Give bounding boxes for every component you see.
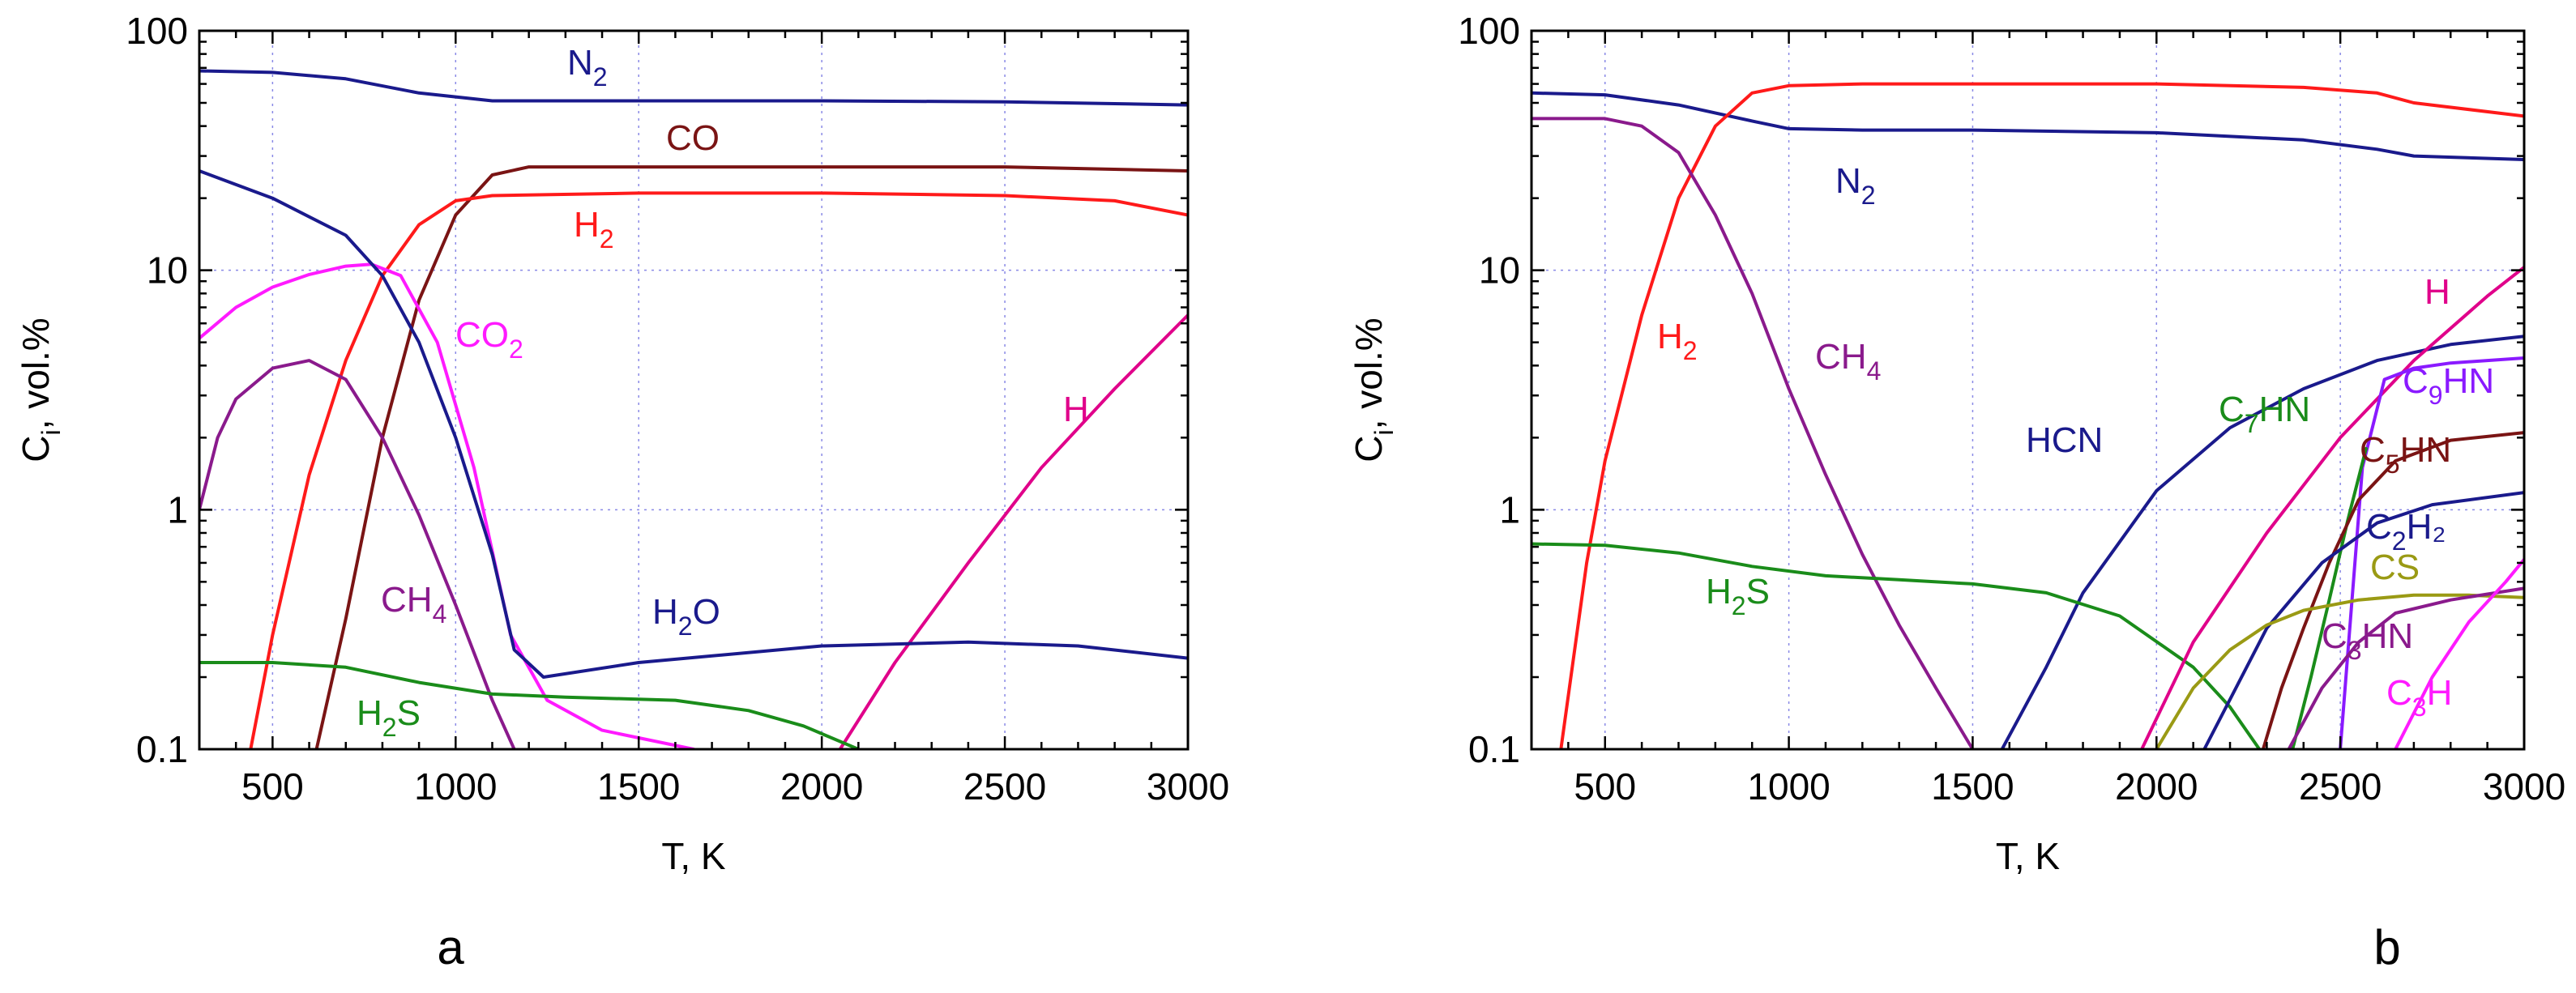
- series-line-co: [314, 165, 1188, 749]
- series-label-h: H: [2424, 272, 2450, 312]
- x-tick-label: 1000: [1747, 765, 1830, 808]
- x-tick-label: 2000: [2115, 765, 2198, 808]
- series-line-h2s: [199, 661, 861, 749]
- y-tick-label: 10: [147, 249, 188, 292]
- series-label-n2: N2: [567, 43, 608, 92]
- series-line-c7hn: [2291, 446, 2368, 749]
- series-line-h2o: [199, 169, 1188, 679]
- x-tick-label: 2500: [963, 765, 1046, 808]
- y-tick-label: 1: [1499, 488, 1520, 531]
- x-tick-label: 500: [241, 765, 304, 808]
- x-tick-label: 2500: [2299, 765, 2382, 808]
- series-line-h: [2140, 265, 2524, 749]
- series-line-c3h: [2394, 557, 2524, 749]
- plot-frame: [198, 29, 1190, 751]
- series-label-c2h2: C2H₂: [2366, 507, 2446, 556]
- x-axis-label: T, K: [1996, 835, 2061, 877]
- series-label-h2: H2: [1657, 317, 1698, 365]
- series-group: [1532, 82, 2524, 749]
- series-label-c9hn: C9HN: [2403, 361, 2494, 410]
- series-label-co2: CO2: [455, 315, 523, 364]
- series-line-c2h2: [2202, 491, 2524, 749]
- series-label-ch4: CH4: [1815, 337, 1881, 386]
- series-line-h2: [1559, 82, 2524, 749]
- series-label-cs: CS: [2370, 548, 2420, 587]
- series-label-c3h: C3H: [2386, 673, 2452, 722]
- y-axis-label: Ci, vol.%: [15, 318, 66, 462]
- panel-label: a: [437, 920, 464, 974]
- series-line-h: [838, 313, 1188, 749]
- series-label-hcn: HCN: [2026, 420, 2103, 460]
- x-tick-label: 500: [1574, 765, 1636, 808]
- series-line-co2: [199, 262, 695, 749]
- chart-panel-a: 500 1000 1500 2000 2500 3000 0.1 1 10 100 T, K Ci, …: [15, 10, 1229, 974]
- series-label-ch4: CH4: [381, 580, 446, 629]
- y-tick-label: 0.1: [1468, 728, 1520, 770]
- plot-frame: [1530, 29, 2526, 751]
- y-tick-label: 10: [1479, 249, 1520, 292]
- series-label-c3hn: C3HN: [2322, 616, 2413, 665]
- x-axis-label: T, K: [661, 835, 726, 877]
- series-label-c7hn: C7HN: [2219, 390, 2310, 438]
- series-label-h2s: H2S: [357, 693, 421, 742]
- series-line-h2: [249, 191, 1188, 749]
- chart-panel-b: 500 1000 1500 2000 2500 3000 0.1 1 10 100 T, K Ci, …: [1348, 10, 2565, 974]
- x-tick-label: 3000: [1147, 765, 1229, 808]
- series-label-co: CO: [666, 118, 720, 158]
- series-line-c5hn: [2261, 431, 2524, 749]
- x-tick-label: 1500: [1931, 765, 2014, 808]
- x-tick-label: 1500: [597, 765, 680, 808]
- series-label-n2: N2: [1835, 161, 1876, 210]
- y-tick-label: 100: [1458, 10, 1520, 52]
- x-tick-label: 2000: [780, 765, 863, 808]
- series-label-h2s: H2S: [1706, 572, 1770, 620]
- series-line-ch4: [1532, 117, 1975, 749]
- series-line-c3hn: [2287, 586, 2524, 749]
- x-tick-label: 3000: [2483, 765, 2565, 808]
- series-label-h2o: H2O: [652, 592, 720, 641]
- series-line-ch4: [199, 359, 516, 749]
- series-label-c5hn: C5HN: [2360, 430, 2451, 479]
- y-tick-label: 1: [167, 488, 188, 531]
- series-line-h2s: [1532, 542, 2262, 749]
- series-group: [199, 69, 1188, 749]
- y-axis-label: Ci, vol.%: [1348, 318, 1399, 462]
- y-tick-label: 0.1: [136, 728, 188, 770]
- series-label-h2: H2: [574, 205, 614, 254]
- x-tick-label: 1000: [414, 765, 497, 808]
- y-tick-label: 100: [126, 10, 188, 52]
- series-line-n2: [199, 69, 1188, 107]
- panel-label: b: [2373, 920, 2400, 974]
- series-label-h: H: [1063, 390, 1089, 429]
- series-line-n2: [1532, 91, 2524, 161]
- series-line-cs: [2155, 593, 2524, 749]
